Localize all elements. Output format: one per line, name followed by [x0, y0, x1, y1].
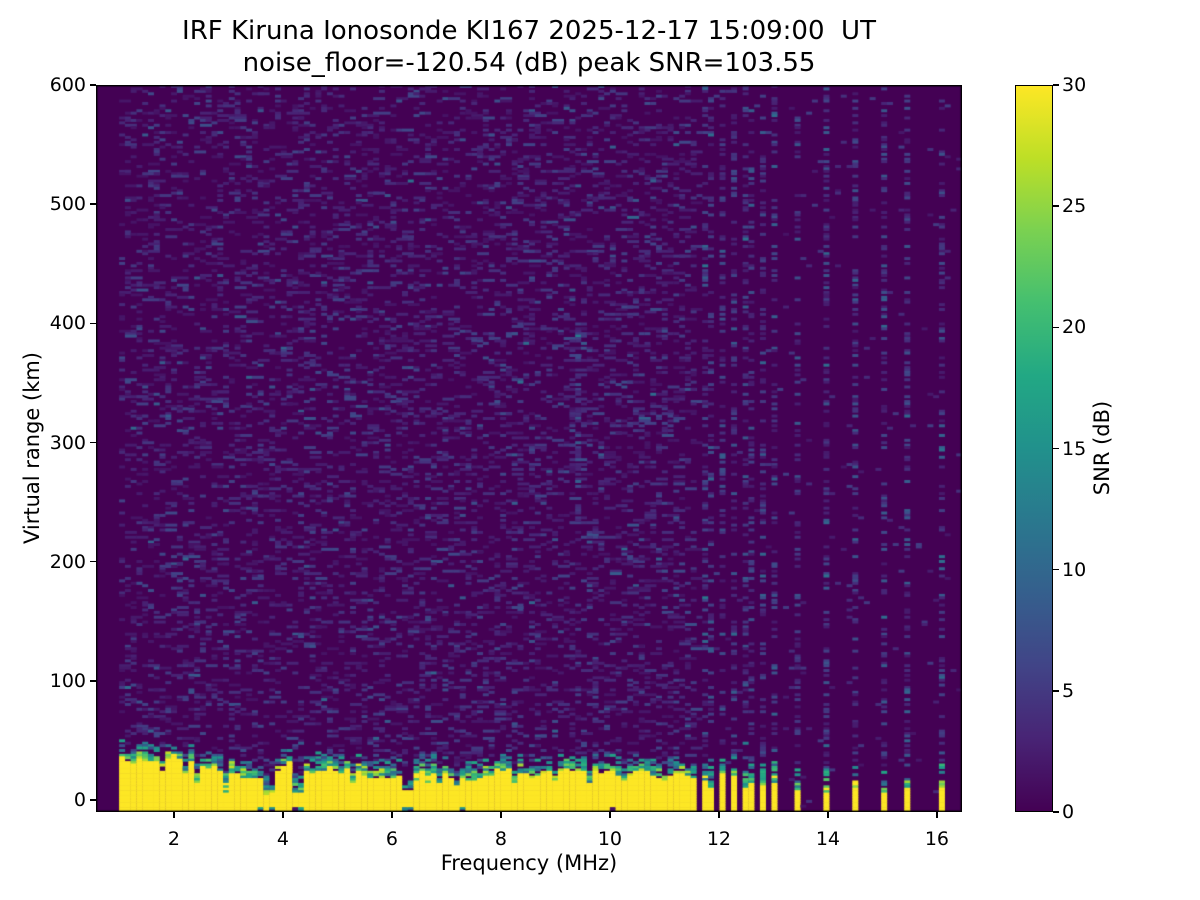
colorbar-tick-label: 30	[1062, 74, 1087, 96]
colorbar-tick-mark	[1053, 690, 1059, 692]
y-tick-label: 600	[49, 74, 86, 96]
y-tick-mark	[90, 441, 96, 444]
y-tick-mark	[90, 322, 96, 325]
x-tick-mark	[391, 812, 393, 818]
y-tick-label: 500	[49, 193, 86, 216]
chart-title: IRF Kiruna Ionosonde KI167 2025-12-17 15…	[182, 16, 876, 46]
colorbar-tick-label: 25	[1062, 195, 1087, 218]
colorbar-tick-mark	[1053, 326, 1059, 329]
x-tick-mark	[609, 812, 611, 818]
x-tick-label: 10	[597, 828, 623, 850]
y-tick-mark	[90, 680, 96, 682]
y-tick-mark	[90, 799, 96, 801]
colorbar-tick-mark	[1053, 811, 1059, 813]
colorbar-tick-label: 5	[1062, 679, 1075, 702]
x-tick-label: 4	[276, 828, 289, 850]
colorbar-tick-label: 15	[1062, 437, 1087, 460]
x-tick-label: 16	[924, 828, 950, 850]
chart-subtitle: noise_floor=-120.54 (dB) peak SNR=103.55	[242, 48, 816, 78]
x-tick-mark	[173, 812, 175, 818]
colorbar-tick-label: 0	[1062, 801, 1075, 823]
x-tick-label: 14	[815, 828, 841, 850]
y-tick-label: 100	[49, 669, 86, 692]
ionogram-heatmap	[96, 85, 962, 812]
y-tick-label: 200	[49, 550, 86, 573]
x-tick-label: 6	[385, 828, 398, 850]
y-tick-mark	[90, 203, 96, 205]
x-tick-mark	[500, 812, 502, 818]
colorbar-tick-mark	[1053, 568, 1059, 571]
x-tick-mark	[827, 812, 829, 818]
y-tick-mark	[90, 84, 96, 86]
colorbar-tick-mark	[1053, 205, 1059, 207]
x-tick-label: 2	[167, 828, 180, 850]
x-tick-mark	[718, 812, 720, 818]
x-axis-label: Frequency (MHz)	[440, 851, 618, 875]
colorbar-tick-label: 10	[1062, 558, 1087, 581]
y-tick-label: 400	[49, 312, 86, 335]
y-tick-label: 300	[49, 431, 86, 454]
x-tick-mark	[936, 812, 938, 818]
colorbar-label: SNR (dB)	[1090, 400, 1114, 496]
x-tick-label: 8	[494, 828, 507, 850]
colorbar-tick-mark	[1053, 447, 1059, 450]
y-tick-mark	[90, 561, 96, 563]
x-tick-mark	[282, 812, 284, 818]
x-tick-label: 12	[706, 828, 732, 850]
y-tick-label: 0	[73, 789, 86, 812]
colorbar-tick-mark	[1053, 84, 1059, 86]
colorbar-tick-label: 20	[1062, 316, 1087, 339]
colorbar	[1015, 85, 1053, 812]
